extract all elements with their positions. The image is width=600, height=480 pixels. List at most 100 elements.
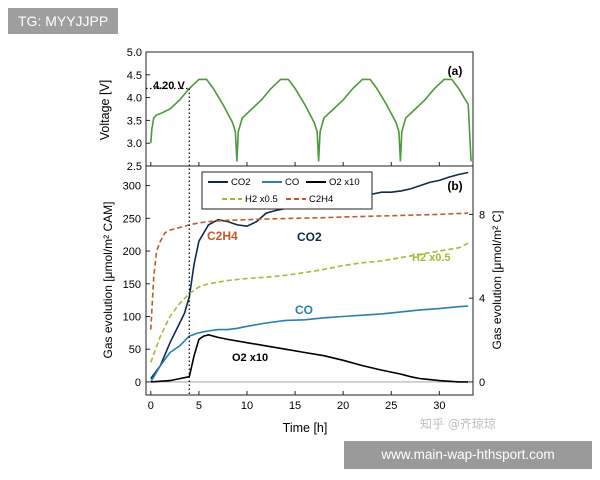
panel-b-point [227,280,228,281]
panel-b-point [203,336,204,337]
panel-a-ytick-label: 4.0 [127,93,142,105]
panel-a-ytick-label: 5.0 [127,47,142,59]
panel-b-point [420,309,421,310]
panel-b-xtick-label: 20 [337,400,349,412]
panel-b-point [227,329,228,330]
panel-a-point [362,79,363,80]
panel-b-point [198,286,199,287]
panel-b-ytick-right-label: 0 [479,377,485,389]
panel-b-point [343,316,344,317]
panel-a-point [343,99,344,100]
panel-b-point [410,188,411,189]
panel-a-point [198,79,199,80]
panel-a-point [468,104,469,105]
panel-b-point [381,370,382,371]
panel-b-point [165,232,166,233]
panel-b-xtick-label: 10 [241,400,253,412]
panel-a-point [222,104,223,105]
panel-b-point [169,342,170,343]
panel-b-point [458,381,459,382]
panel-b-point [194,355,195,356]
panel-b-point [208,334,209,335]
panel-a-point [251,108,252,109]
panel-a-label: (a) [448,64,463,78]
panel-a-ytick-label: 4.5 [127,70,142,82]
panel-b-series-line [150,212,469,330]
panel-b-point [208,224,209,225]
panel-b-point [458,306,459,307]
panel-b-point [420,378,421,379]
panel-b-point [150,329,151,330]
panel-b-point [295,218,296,219]
panel-a-point [232,122,233,123]
inline-label-co2: CO2 [297,230,322,244]
panel-b-point [160,241,161,242]
panel-b-point [391,192,392,193]
panel-b-point [266,322,267,323]
panel-b-point [208,221,209,222]
panel-b-point [256,221,257,222]
panel-a-point [401,131,402,132]
panel-b-label: (b) [447,179,462,193]
legend-box [201,171,373,210]
panel-b-point [184,313,185,314]
panel-b-xtick-label: 30 [433,400,445,412]
panel-b-ytick-label: 50 [129,344,141,356]
panel-b-point [458,174,459,175]
panel-b-point [227,339,228,340]
panel-a-point [471,161,472,162]
panel-a-point [320,131,321,132]
panel-a-point [160,113,161,114]
panel-b-point [439,380,440,381]
panel-b-point [400,311,401,312]
panel-b-point [179,345,180,346]
panel-a-point [318,161,319,162]
legend-h2-label: H2 x0.5 [245,194,278,205]
panel-b-point [381,313,382,314]
panel-b-point [150,378,151,379]
panel-b-point [266,218,267,219]
panel-a-point [333,108,334,109]
panel-b-point [323,317,324,318]
panel-a-point [213,88,214,89]
panel-a-point [270,88,271,89]
panel-b-point [237,224,238,225]
panel-a-point [235,131,236,132]
panel-b-point [400,190,401,191]
panel-b-point [194,264,195,265]
panel-b-point [343,360,344,361]
panel-b-point [198,222,199,223]
panel-b-point [420,185,421,186]
panel-a-ytick-label: 3.0 [127,138,142,150]
panel-b-xtick-label: 25 [385,400,397,412]
panel-b-point [153,277,154,278]
panel-b-xlabel: Time [h] [283,421,328,435]
panel-b-point [179,378,180,379]
panel-b-point [179,322,180,323]
panel-b-point [400,257,401,258]
panel-b-point [343,265,344,266]
panel-a-point [151,129,152,130]
panel-a-point [424,99,425,100]
panel-b-point [227,221,228,222]
panel-b-ytick-label: 100 [123,311,141,323]
panel-b-point [304,272,305,273]
panel-b-point [218,219,219,220]
panel-b-point [218,337,219,338]
panel-a-plot: 2.5 3.0 3.5 4.0 4.5 5.0 [127,47,472,173]
panel-a-point [458,88,459,89]
panel-b-ytick-label: 250 [123,213,141,225]
panel-a-frame [145,51,474,167]
panel-b-point [179,227,180,228]
panel-b-point [160,365,161,366]
panel-b-point [448,177,449,178]
legend-co2-label: CO2 [231,177,251,188]
panel-b-point [198,241,199,242]
panel-b-point [169,380,170,381]
panel-a-point [352,88,353,89]
panel-a-ytick-label: 2.5 [127,161,142,173]
panel-b-point [169,230,170,231]
panel-a-point [314,122,315,123]
panel-b-xtick-label: 5 [196,400,202,412]
legend-c2h4-label: C2H4 [309,194,333,205]
